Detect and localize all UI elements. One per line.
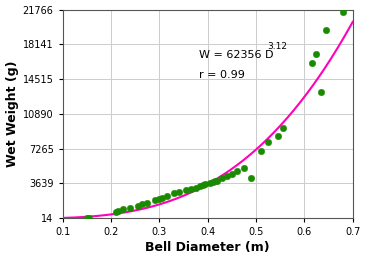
Point xyxy=(200,183,206,187)
Point xyxy=(139,202,145,206)
Y-axis label: Wet Weight (g): Wet Weight (g) xyxy=(5,61,19,167)
X-axis label: Bell Diameter (m): Bell Diameter (m) xyxy=(145,242,270,255)
Point xyxy=(152,198,157,202)
Point xyxy=(176,190,182,194)
Point xyxy=(275,134,281,138)
Point xyxy=(265,140,271,144)
Point xyxy=(224,174,230,178)
Point xyxy=(210,180,216,185)
Point xyxy=(159,196,165,200)
Point xyxy=(214,179,220,183)
Point xyxy=(323,28,329,32)
Point xyxy=(258,149,264,153)
Point xyxy=(207,181,213,185)
Point xyxy=(241,166,247,171)
Point xyxy=(198,184,203,188)
Point xyxy=(340,10,346,14)
Text: r = 0.99: r = 0.99 xyxy=(199,70,245,80)
Point xyxy=(183,187,189,192)
Point xyxy=(219,176,225,180)
Point xyxy=(314,52,320,56)
Point xyxy=(127,206,133,210)
Point xyxy=(115,209,121,213)
Point xyxy=(144,201,150,205)
Point xyxy=(193,186,198,190)
Point xyxy=(248,176,254,180)
Point xyxy=(280,126,285,130)
Point xyxy=(113,210,119,214)
Point xyxy=(318,90,324,94)
Point xyxy=(202,182,208,186)
Point xyxy=(229,172,235,176)
Point xyxy=(135,204,141,208)
Point xyxy=(188,187,194,191)
Point xyxy=(120,207,126,211)
Point xyxy=(309,61,315,65)
Point xyxy=(212,179,218,184)
Text: W = 62356 D: W = 62356 D xyxy=(199,50,273,60)
Point xyxy=(164,194,169,198)
Point xyxy=(234,169,240,173)
Point xyxy=(86,216,92,220)
Point xyxy=(171,191,177,196)
Point xyxy=(84,216,90,220)
Text: 3.12: 3.12 xyxy=(267,42,287,51)
Point xyxy=(156,197,162,201)
